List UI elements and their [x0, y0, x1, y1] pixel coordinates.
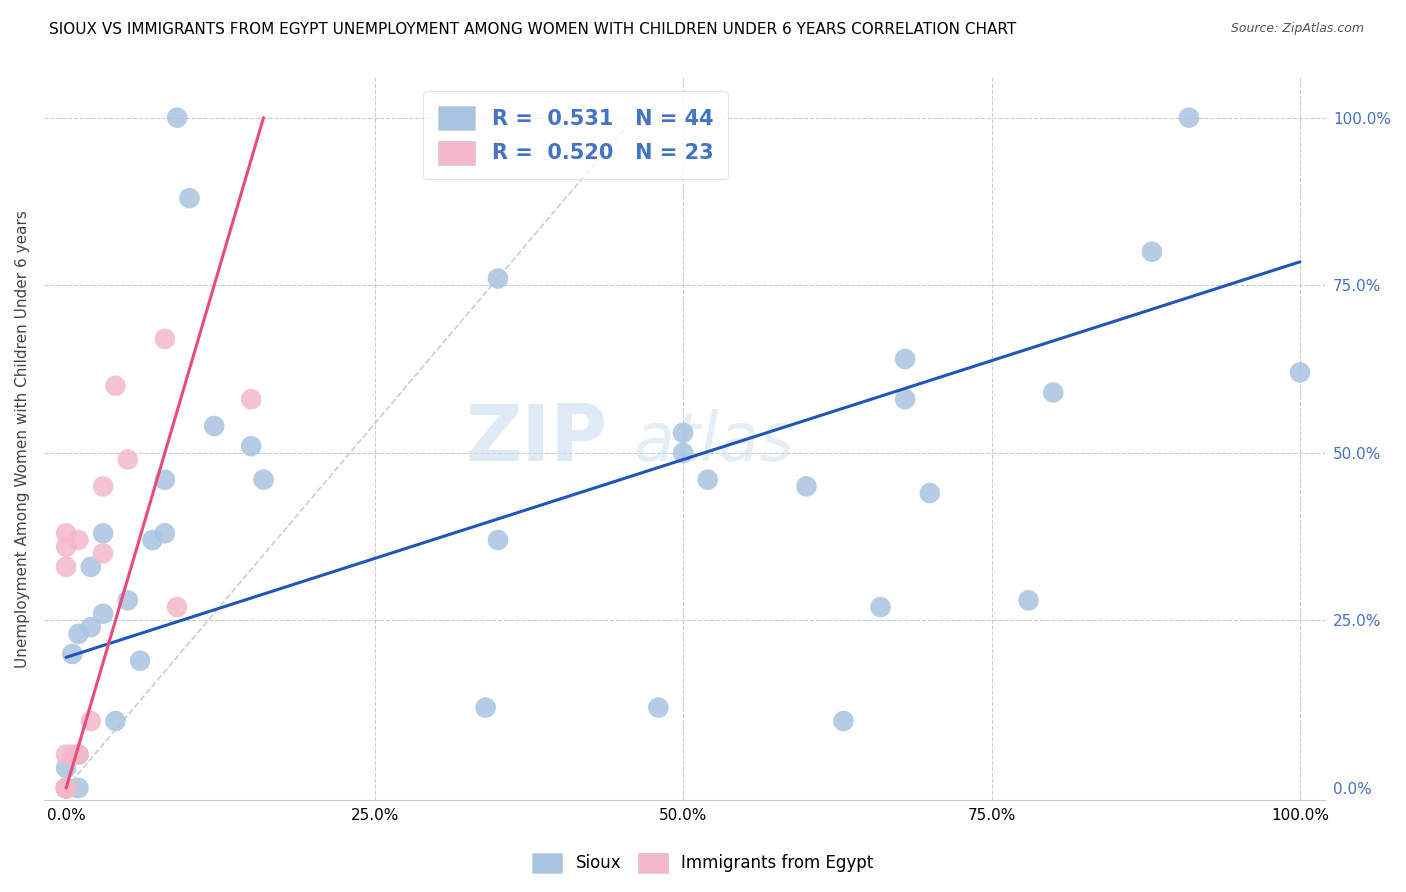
Point [55, 747, 77, 762]
Point [696, 473, 718, 487]
Point [1140, 244, 1163, 259]
Point [1018, 593, 1040, 607]
Point [80, 620, 103, 634]
Point [60, 647, 83, 661]
Point [104, 379, 127, 393]
Point [166, 600, 188, 615]
Point [918, 486, 941, 500]
Point [104, 714, 127, 728]
Point [240, 439, 263, 453]
Point [55, 540, 77, 554]
Point [796, 479, 818, 493]
Point [672, 446, 695, 460]
Text: SIOUX VS IMMIGRANTS FROM EGYPT UNEMPLOYMENT AMONG WOMEN WITH CHILDREN UNDER 6 YE: SIOUX VS IMMIGRANTS FROM EGYPT UNEMPLOYM… [49, 22, 1017, 37]
Point [869, 600, 891, 615]
Point [55, 761, 77, 775]
Point [832, 714, 855, 728]
Point [486, 271, 509, 285]
Point [55, 780, 77, 795]
Point [67, 627, 90, 641]
Point [894, 392, 917, 407]
Point [67, 780, 90, 795]
Point [1289, 366, 1312, 380]
Text: atlas: atlas [633, 409, 794, 475]
Point [91, 607, 114, 621]
Point [894, 351, 917, 366]
Point [55, 780, 77, 795]
Point [179, 191, 201, 205]
Point [55, 780, 77, 795]
Point [67, 533, 90, 547]
Point [55, 780, 77, 795]
Point [672, 425, 695, 440]
Point [1042, 385, 1064, 400]
Point [141, 533, 163, 547]
Point [1178, 111, 1201, 125]
Point [55, 526, 77, 541]
Legend: Sioux, Immigrants from Egypt: Sioux, Immigrants from Egypt [526, 847, 880, 880]
Point [166, 111, 188, 125]
Y-axis label: Unemployment Among Women with Children Under 6 years: Unemployment Among Women with Children U… [15, 210, 30, 668]
Point [55, 780, 77, 795]
Point [55, 780, 77, 795]
Legend: R =  0.531   N = 44, R =  0.520   N = 23: R = 0.531 N = 44, R = 0.520 N = 23 [423, 92, 728, 179]
Point [129, 654, 152, 668]
Point [80, 714, 103, 728]
Text: Source: ZipAtlas.com: Source: ZipAtlas.com [1230, 22, 1364, 36]
Point [153, 526, 176, 541]
Point [153, 473, 176, 487]
Point [80, 559, 103, 574]
Point [647, 700, 669, 714]
Point [474, 700, 496, 714]
Point [67, 747, 90, 762]
Point [91, 546, 114, 560]
Point [60, 747, 83, 762]
Point [55, 780, 77, 795]
Point [55, 559, 77, 574]
Point [91, 479, 114, 493]
Point [55, 780, 77, 795]
Point [117, 452, 139, 467]
Point [240, 392, 263, 407]
Point [252, 473, 274, 487]
Point [55, 780, 77, 795]
Point [55, 780, 77, 795]
Point [486, 533, 509, 547]
Point [202, 419, 225, 434]
Point [117, 593, 139, 607]
Point [55, 780, 77, 795]
Point [153, 332, 176, 346]
Point [55, 780, 77, 795]
Point [55, 780, 77, 795]
Point [55, 780, 77, 795]
Point [67, 747, 90, 762]
Text: ZIP: ZIP [465, 401, 607, 477]
Point [91, 526, 114, 541]
